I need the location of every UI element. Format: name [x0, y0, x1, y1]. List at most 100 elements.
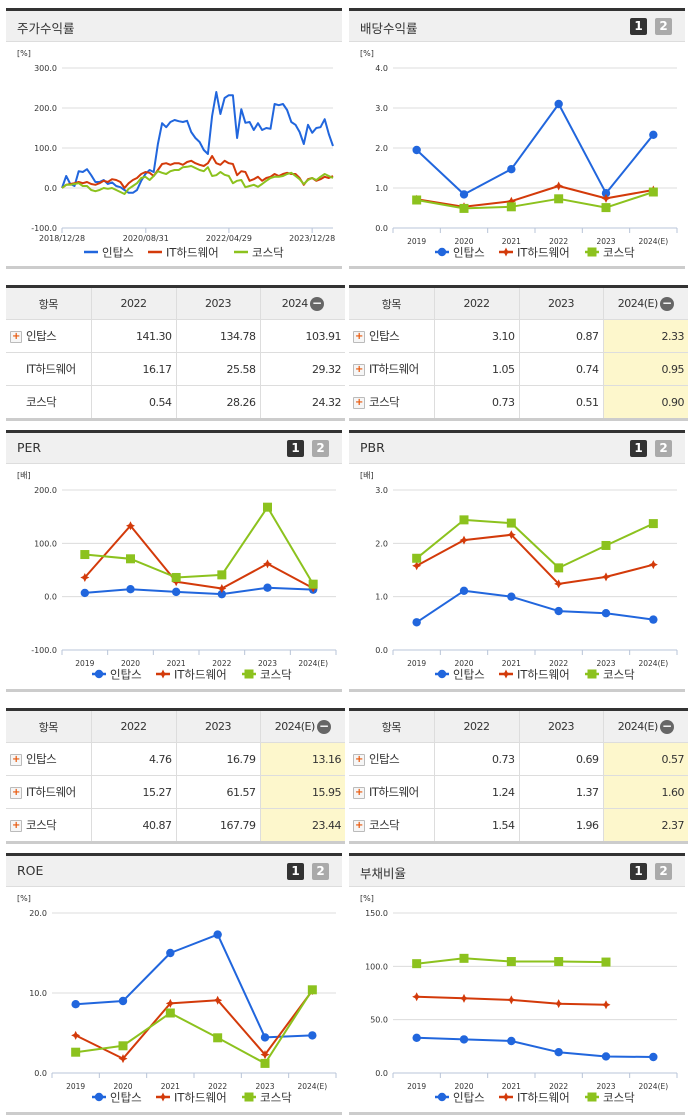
expand-plus-icon[interactable]: + [10, 330, 22, 343]
series-line [61, 165, 334, 195]
y-tick-label: 3.0 [375, 486, 388, 495]
legend-item[interactable]: IT하드웨어 [148, 246, 219, 260]
x-tick-label: 2019 [407, 237, 426, 246]
legend-item[interactable]: IT하드웨어 [156, 668, 227, 682]
data-point-circle [554, 99, 563, 109]
debt-ratio-panel: 부채비율 1 2 [%] 150.0 100.0 50.0 0.0 2019 2020 202… [349, 853, 685, 1115]
legend-item[interactable]: 인탑스 [435, 668, 485, 682]
data-point-circle [71, 1000, 80, 1009]
data-point-square [171, 572, 181, 582]
y-tick-label: 2.0 [375, 144, 388, 153]
legend-item[interactable]: 인탑스 [435, 246, 485, 260]
y-tick-label: 100.0 [365, 962, 388, 971]
row-name-cell: IT하드웨어 [6, 352, 92, 386]
legend-item[interactable]: 코스닥 [242, 1091, 292, 1105]
row-name: 인탑스 [26, 329, 57, 343]
legend-item[interactable]: 코스닥 [585, 668, 635, 682]
row-name-cell[interactable]: + IT하드웨어 [349, 352, 435, 386]
page-1-button[interactable]: 1 [630, 863, 647, 880]
page-1-button[interactable]: 1 [630, 440, 647, 457]
legend: 인탑스 IT하드웨어 코스닥 [84, 246, 284, 260]
legend-item[interactable]: IT하드웨어 [499, 1091, 570, 1105]
legend-item[interactable]: 코스닥 [585, 1091, 635, 1105]
y-tick-label: 0.0 [375, 224, 388, 233]
expand-plus-icon[interactable]: + [353, 330, 365, 343]
legend-item[interactable]: 인탑스 [84, 246, 134, 260]
expand-plus-icon[interactable]: + [10, 753, 22, 766]
data-point-square [601, 957, 611, 967]
column-header-label: 2023 [548, 720, 575, 733]
column-header: 2022 [434, 286, 520, 320]
legend-item[interactable]: IT하드웨어 [499, 668, 570, 682]
value-cell: 24.32 [312, 395, 342, 409]
x-tick-label: 2021 [502, 659, 521, 668]
data-point-circle [412, 1033, 421, 1042]
expand-plus-icon[interactable]: + [10, 786, 22, 799]
legend-item[interactable]: IT하드웨어 [499, 246, 570, 260]
expand-plus-icon[interactable]: + [10, 819, 22, 832]
expand-plus-icon[interactable]: + [353, 786, 365, 799]
page-1-button[interactable]: 1 [287, 863, 304, 880]
legend-label: 인탑스 [453, 246, 485, 260]
y-tick-label: -100.0 [31, 224, 57, 233]
data-point-circle [412, 618, 421, 627]
page-2-button[interactable]: 2 [312, 863, 329, 880]
legend-item[interactable]: 코스닥 [234, 246, 284, 260]
series-3 [412, 953, 611, 969]
expand-plus-icon[interactable]: + [353, 396, 365, 409]
data-point-square [459, 515, 469, 525]
row-name-cell[interactable]: + IT하드웨어 [349, 775, 435, 809]
row-name-cell[interactable]: + 코스닥 [349, 808, 435, 843]
data-point-circle [260, 1033, 270, 1042]
data-point-diamond [506, 196, 516, 206]
data-point-circle [507, 592, 516, 601]
legend-item[interactable]: IT하드웨어 [156, 1091, 227, 1105]
expand-plus-icon[interactable]: + [353, 819, 365, 832]
data-point-circle [171, 587, 181, 597]
row-name-cell[interactable]: + 인탑스 [6, 742, 92, 776]
page-1-button[interactable]: 1 [630, 18, 647, 35]
data-point-square [244, 1092, 254, 1102]
page-2-button[interactable]: 2 [655, 18, 672, 35]
expand-plus-icon[interactable]: + [353, 753, 365, 766]
data-point-square [412, 553, 422, 563]
collapse-columns-icon[interactable]: − [659, 719, 674, 734]
page-1-button[interactable]: 1 [287, 440, 304, 457]
collapse-columns-icon[interactable]: − [316, 719, 331, 734]
data-point-circle [308, 1031, 317, 1040]
legend-item[interactable]: 코스닥 [242, 668, 292, 682]
value-cell: 2.33 [603, 319, 688, 353]
value-cell: 167.79 [176, 808, 261, 843]
legend-label: 인탑스 [453, 668, 485, 682]
row-name-cell[interactable]: + 인탑스 [349, 742, 435, 776]
x-tick-label: 2023 [596, 237, 615, 246]
data-point-diamond [501, 247, 511, 257]
data-point-circle [601, 609, 611, 618]
x-tick-label: 2023 [255, 1082, 274, 1091]
data-point-square [506, 518, 516, 528]
legend-item[interactable]: 인탑스 [435, 1091, 485, 1105]
data-point-square [554, 563, 564, 573]
row-name-cell[interactable]: + 인탑스 [349, 319, 435, 353]
legend-item[interactable]: 인탑스 [92, 1091, 142, 1105]
table-row: + 코스닥 0.73 0.51 0.90 [349, 385, 688, 420]
data-point-square [587, 669, 597, 679]
expand-plus-icon[interactable]: + [353, 363, 365, 376]
row-name-cell[interactable]: + IT하드웨어 [6, 775, 92, 809]
y-tick-label: 100.0 [34, 539, 57, 548]
page-2-button[interactable]: 2 [655, 440, 672, 457]
data-point-diamond [80, 572, 90, 582]
value-cell: 141.30 [91, 319, 177, 353]
legend-item[interactable]: 코스닥 [585, 246, 635, 260]
value-cell: 0.57 [603, 742, 688, 776]
page-2-button[interactable]: 2 [312, 440, 329, 457]
row-name-cell[interactable]: + 코스닥 [6, 808, 92, 843]
row-name-cell[interactable]: + 코스닥 [349, 385, 435, 420]
collapse-columns-icon[interactable]: − [309, 296, 324, 311]
page-2-button[interactable]: 2 [655, 863, 672, 880]
collapse-columns-icon[interactable]: − [659, 296, 674, 311]
legend-item[interactable]: 인탑스 [92, 668, 142, 682]
column-header: 2024− [260, 286, 345, 320]
data-point-diamond [213, 995, 223, 1005]
row-name-cell[interactable]: + 인탑스 [6, 319, 92, 353]
